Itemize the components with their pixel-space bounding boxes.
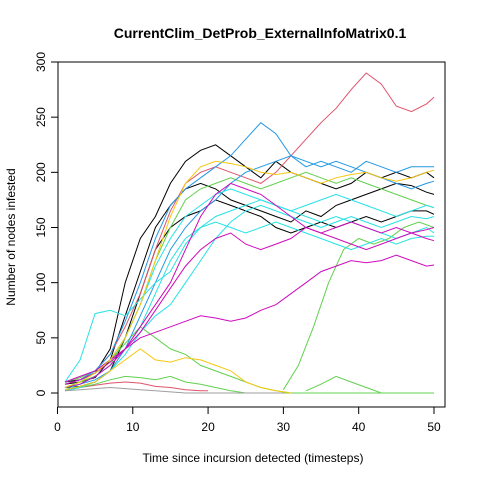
y-tick-label: 250	[34, 107, 48, 127]
series-line-18	[64, 254, 435, 383]
plot-frame	[57, 61, 446, 408]
y-tick-label: 50	[34, 331, 48, 345]
y-tick-label: 0	[34, 389, 48, 396]
series-line-5	[64, 381, 209, 392]
x-axis-label: Time since incursion detected (timesteps…	[143, 451, 364, 465]
series-line-22	[64, 386, 284, 394]
x-tick-label: 30	[277, 420, 291, 434]
x-tick-label: 10	[126, 420, 140, 434]
series-line-8	[282, 221, 435, 390]
series-line-10	[305, 375, 434, 394]
series-line-4	[64, 72, 435, 385]
series-line-16	[64, 204, 435, 392]
y-tick-label: 100	[34, 272, 48, 292]
series-line-21	[64, 348, 291, 394]
series-line-11	[64, 122, 434, 385]
series-line-3	[64, 199, 435, 388]
x-tick-label: 40	[352, 420, 366, 434]
x-tick-label: 0	[54, 420, 61, 434]
series-line-17	[64, 182, 435, 388]
y-tick-label: 150	[34, 217, 48, 237]
series-line-13	[64, 193, 435, 383]
chart-title: CurrentClim_DetProb_ExternalInfoMatrix0.…	[114, 25, 407, 41]
y-tick-label: 200	[34, 162, 48, 182]
x-tick-label: 20	[201, 420, 215, 434]
y-tick-label: 300	[34, 52, 48, 72]
series-line-20	[64, 160, 435, 388]
series-line-19	[64, 226, 435, 385]
x-tick-label: 50	[427, 420, 441, 434]
series-layer	[64, 72, 435, 394]
y-axis-label: Number of nodes infested	[4, 168, 18, 305]
